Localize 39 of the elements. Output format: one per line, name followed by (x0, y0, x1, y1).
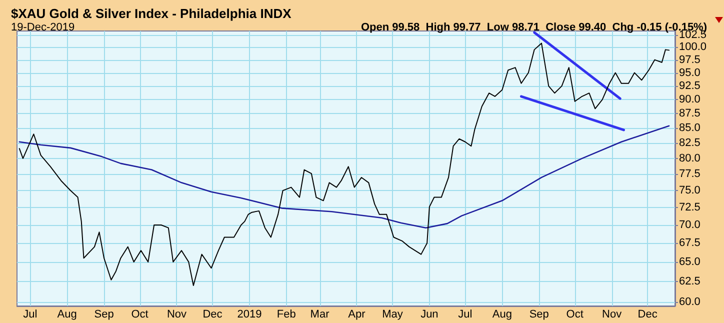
x-tick-label: Mar (310, 308, 330, 320)
x-tick-label: Apr (348, 308, 366, 320)
x-tick-label: Aug (492, 308, 512, 320)
x-tick-label: Aug (57, 308, 77, 320)
line-series (18, 125, 670, 228)
x-tick-label: Jul (458, 308, 472, 320)
y-tick-label: 87.5 (679, 108, 700, 120)
y-tick-label: 97.5 (679, 54, 700, 66)
y-tick-label: 60.0 (679, 296, 700, 308)
x-tick-label: Nov (166, 308, 188, 320)
x-tick-label: 2019 (237, 308, 262, 320)
y-tick-label: 72.5 (679, 201, 700, 214)
x-tick-label: Feb (276, 308, 296, 320)
y-tick-label: 75.0 (679, 184, 700, 197)
x-tick-label: Oct (566, 308, 584, 320)
y-tick-label: 62.5 (679, 275, 700, 288)
x-tick-label: Dec (638, 308, 658, 320)
y-tick-label: 65.0 (679, 256, 700, 268)
y-tick-label: 77.5 (679, 168, 700, 180)
x-tick-label: Jul (23, 308, 38, 320)
y-tick-label: 80.0 (679, 152, 700, 164)
y-tick-label: 67.5 (679, 237, 700, 250)
y-tick-label: 95.0 (679, 66, 700, 79)
y-tick-label: 90.0 (679, 94, 700, 106)
line-series (18, 42, 670, 286)
y-tick-label: 100.0 (679, 41, 707, 54)
x-tick-label: May (382, 308, 404, 320)
y-tick-label: 92.5 (679, 80, 700, 92)
chart-title: $XAU Gold & Silver Index - Philadelphia INDX (11, 6, 292, 21)
y-tick-label: 85.0 (679, 122, 700, 134)
y-tick-label: 70.0 (679, 218, 700, 231)
chart-subtitle: 19-Dec-2019 (11, 22, 75, 34)
x-tick-label: Sep (94, 308, 114, 320)
x-tick-label: Oct (131, 308, 148, 320)
y-tick-label: 82.5 (679, 137, 700, 150)
x-tick-label: Sep (529, 308, 549, 320)
x-tick-label: Dec (202, 308, 223, 320)
x-tick-label: Nov (602, 308, 622, 320)
x-tick-label: Jun (420, 308, 438, 320)
